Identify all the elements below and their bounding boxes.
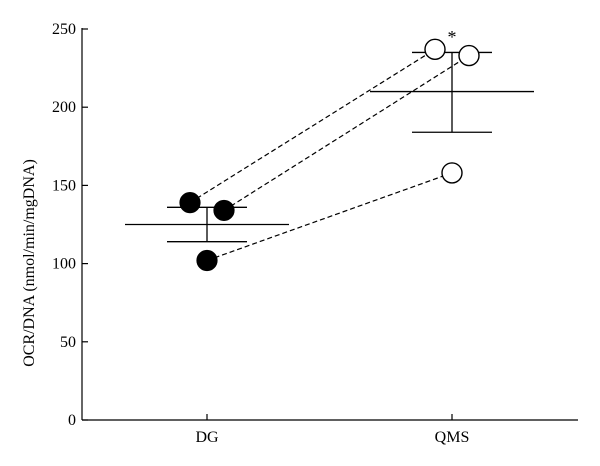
paired-line — [189, 48, 436, 204]
open-data-point — [458, 44, 480, 67]
annotations: * — [448, 27, 457, 47]
y-tick-label: 150 — [52, 177, 76, 194]
mean-error-bars — [125, 51, 534, 243]
paired-lines — [189, 48, 470, 262]
y-axis-label: OCR/DNA (nmol/min/mgDNA) — [21, 159, 38, 367]
open-data-point — [441, 162, 463, 184]
data-points — [179, 38, 480, 272]
x-tick-label: QMS — [435, 429, 470, 446]
y-tick-label: 50 — [60, 334, 76, 351]
x-tick-label: DG — [195, 429, 219, 446]
filled-data-point — [196, 249, 218, 272]
paired-line — [223, 55, 470, 211]
y-tick-label: 0 — [68, 412, 76, 429]
y-tick-label: 250 — [52, 21, 76, 38]
filled-data-point — [179, 192, 201, 214]
y-tick-label: 100 — [52, 256, 76, 273]
axes: 0 50 100 150 200 250 DG QMS — [52, 21, 578, 446]
paired-line — [206, 172, 453, 262]
significance-marker: * — [448, 27, 457, 47]
y-tick-label: 200 — [52, 99, 76, 116]
open-data-point — [424, 38, 446, 61]
filled-data-point — [213, 199, 235, 222]
